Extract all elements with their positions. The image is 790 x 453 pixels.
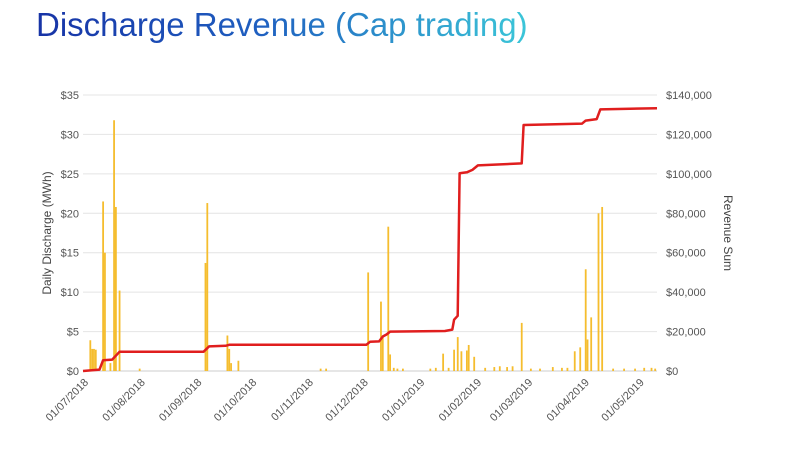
discharge-bar (506, 367, 509, 371)
discharge-bar (601, 206, 604, 371)
y-right-tick-label: $20,000 (666, 327, 706, 339)
discharge-bar (109, 363, 112, 371)
y-right-tick-label: $40,000 (666, 287, 706, 299)
y-left-tick-label: $25 (61, 169, 79, 181)
discharge-bar (392, 367, 395, 371)
discharge-bar (228, 348, 231, 371)
discharge-bar (584, 269, 587, 371)
y-right-tick-label: $120,000 (666, 129, 712, 141)
discharge-bar (138, 368, 141, 371)
x-tick-label: 01/07/2018 (44, 377, 91, 424)
discharge-bar (579, 347, 582, 371)
discharge-bar (473, 356, 476, 371)
x-tick-label: 01/09/2018 (157, 377, 204, 424)
x-tick-label: 01/01/2019 (380, 377, 427, 424)
discharge-bar (226, 335, 229, 371)
discharge-bar (520, 322, 523, 371)
discharge-bar (460, 351, 463, 371)
discharge-bar (529, 368, 532, 371)
discharge-bar (654, 368, 657, 371)
discharge-bar (539, 368, 541, 371)
discharge-bar (429, 368, 432, 371)
discharge-bar (561, 367, 563, 371)
discharge-bar (551, 367, 554, 371)
y-right-tick-label: $100,000 (666, 169, 712, 181)
x-tick-label: 01/02/2019 (437, 377, 484, 424)
discharge-bar (650, 367, 653, 371)
discharge-bar (612, 368, 615, 371)
y-right-tick-label: $140,000 (666, 90, 712, 102)
x-tick-label: 01/03/2019 (488, 377, 535, 424)
discharge-bar (381, 335, 384, 371)
x-tick-label: 01/08/2018 (100, 377, 147, 424)
discharge-bar (442, 353, 445, 371)
discharge-bar (115, 206, 117, 371)
discharge-bar (573, 351, 576, 371)
discharge-bar (402, 368, 404, 371)
discharge-bar (380, 301, 382, 371)
x-tick-label: 01/12/2018 (323, 377, 370, 424)
discharge-bar (91, 348, 94, 371)
discharge-bar (623, 368, 625, 371)
discharge-bar (566, 367, 569, 371)
discharge-bar (325, 368, 328, 371)
discharge-bar (230, 363, 232, 371)
discharge-bar (467, 344, 470, 371)
chart-title: Discharge Revenue (Cap trading) (36, 6, 528, 43)
discharge-bar (367, 272, 370, 371)
discharge-bar (453, 349, 455, 371)
discharge-bar (498, 366, 501, 371)
discharge-bar (206, 203, 209, 371)
discharge-bar (643, 367, 646, 371)
discharge-bar (590, 317, 593, 371)
discharge-bar (389, 354, 392, 371)
discharge-bar (465, 350, 468, 371)
discharge-bar (597, 213, 600, 371)
y-left-tick-label: $30 (61, 129, 79, 141)
x-tick-label: 01/05/2019 (599, 377, 646, 424)
discharge-bar (93, 348, 95, 371)
discharge-bar (237, 360, 240, 371)
y-left-tick-label: $20 (61, 208, 79, 220)
x-tick-label: 01/11/2018 (269, 377, 316, 424)
revenue-sum-line (82, 106, 658, 373)
discharge-bar (484, 367, 487, 371)
discharge-bar (511, 366, 514, 371)
discharge-bar (94, 349, 97, 371)
discharge-bar (89, 340, 92, 371)
discharge-bar (102, 201, 105, 371)
y-left-tick-label: $0 (67, 366, 79, 378)
y-left-tick-label: $15 (61, 248, 79, 260)
discharge-bar (447, 367, 450, 371)
y-right-tick-label: $80,000 (666, 208, 706, 220)
y-left-axis-label: Daily Discharge (MWh) (40, 171, 54, 294)
discharge-bar (387, 226, 390, 371)
y-left-tick-label: $35 (61, 90, 79, 102)
discharge-bar (204, 262, 207, 371)
x-tick-label: 01/04/2019 (545, 377, 592, 424)
discharge-bar (493, 367, 496, 371)
discharge-bar (118, 290, 121, 371)
discharge-bar (319, 368, 322, 371)
discharge-bar (113, 120, 115, 371)
discharge-bar (586, 339, 589, 371)
discharge-bar (634, 368, 636, 371)
y-right-tick-label: $60,000 (666, 248, 706, 260)
y-left-tick-label: $10 (61, 287, 79, 299)
y-right-tick-label: $0 (666, 366, 678, 378)
y-right-axis-label: Revenue Sum (721, 195, 735, 271)
discharge-bar (104, 252, 106, 371)
discharge-bar (434, 367, 437, 371)
discharge-bar (456, 337, 459, 371)
x-tick-label: 01/10/2018 (212, 377, 259, 424)
y-left-tick-label: $5 (67, 327, 79, 339)
discharge-bar (396, 368, 399, 371)
